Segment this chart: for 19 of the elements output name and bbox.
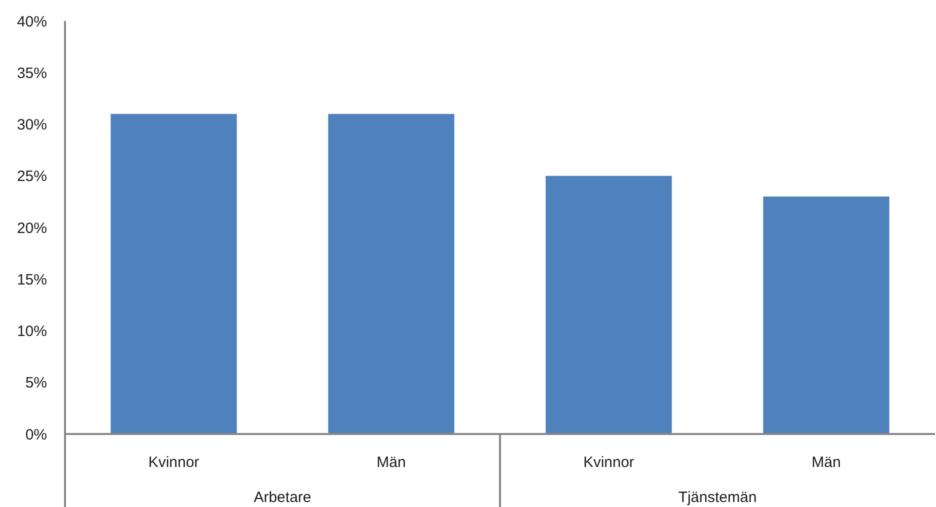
y-tick-label: 30% [16, 116, 47, 134]
text: Arbetare [254, 489, 312, 506]
y-tick-label: 5% [25, 374, 47, 392]
x-tick-label: Män [812, 454, 841, 471]
text: Tjänstemän [678, 489, 757, 506]
bar [763, 196, 890, 434]
y-tick-label: 40% [16, 13, 47, 30]
y-tick-label: 25% [16, 168, 47, 186]
y-tick-label: 15% [16, 271, 47, 288]
x-tick-label: Kvinnor [583, 454, 634, 471]
y-tick-label: 35% [16, 64, 47, 82]
bar [328, 114, 454, 434]
y-tick-label: 0% [25, 426, 47, 444]
x-tick-label: Män [376, 454, 406, 471]
y-tick-label: 10% [16, 323, 47, 340]
x-tick-label: Kvinnor [148, 454, 200, 471]
bar [546, 176, 672, 434]
bar [110, 114, 237, 434]
y-tick-label: 20% [16, 220, 47, 237]
